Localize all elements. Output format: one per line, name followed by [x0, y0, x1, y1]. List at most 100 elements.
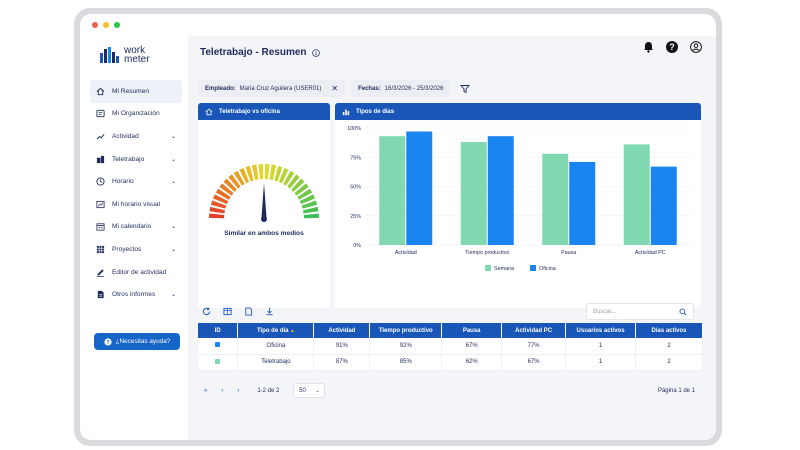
- search-input[interactable]: Buscar...: [593, 308, 617, 315]
- prev-page-button[interactable]: ‹: [221, 387, 224, 394]
- bar-oficina-1[interactable]: [487, 136, 514, 245]
- gauge-segment: [219, 183, 234, 196]
- schedule-chart-icon: [96, 200, 105, 209]
- chevron-down-icon[interactable]: ⌄: [170, 246, 176, 253]
- column-header[interactable]: Tiempo productivo: [369, 323, 443, 338]
- column-header[interactable]: Actividad PC: [501, 323, 567, 338]
- x-tick-label: Tiempo productivo: [465, 250, 509, 256]
- employee-filter-chip[interactable]: Empleado: Maria Cruz Aguilera (USER01) ✕: [198, 80, 346, 97]
- legend-label-semana[interactable]: Semana: [494, 266, 514, 272]
- document-icon[interactable]: [244, 307, 253, 316]
- table-cell: 2: [635, 338, 703, 355]
- header-actions: ?: [643, 41, 702, 53]
- table-cell: 67%: [441, 338, 503, 355]
- bar-semana-2[interactable]: [542, 153, 569, 245]
- sidebar-item-mi-organización[interactable]: Mi Organización: [90, 103, 182, 126]
- bell-icon[interactable]: [643, 41, 654, 53]
- bar-oficina-3[interactable]: [650, 166, 677, 245]
- bar-semana-1[interactable]: [460, 142, 487, 245]
- grid-icon: [96, 245, 105, 254]
- gauge-segment: [297, 188, 313, 200]
- column-header[interactable]: Días activos: [635, 323, 703, 338]
- sidebar-nav: Mi Resumen Mi Organización Actividad ⌄ Telet…: [90, 80, 182, 306]
- brand-logo[interactable]: work meter: [100, 46, 150, 65]
- table-cell: 87%: [313, 354, 371, 371]
- sidebar-item-mi-calendario[interactable]: Mi calendario ⌄: [90, 216, 182, 239]
- user-account-icon[interactable]: [690, 41, 702, 53]
- search-box[interactable]: Buscar...: [586, 303, 694, 320]
- column-header[interactable]: Tipo de día ▲: [237, 323, 315, 338]
- main-content: Teletrabajo - Resumen ?: [188, 36, 716, 440]
- sidebar-item-mi-resumen[interactable]: Mi Resumen: [90, 80, 182, 103]
- y-tick-label: 25%: [350, 214, 361, 220]
- x-tick-label: Actividad: [395, 250, 417, 256]
- legend-label-oficina[interactable]: Oficina: [539, 266, 556, 272]
- dates-filter-key: Fechas:: [358, 85, 381, 92]
- dates-filter-chip[interactable]: Fechas: 16/3/2026 - 25/3/2026: [351, 80, 451, 97]
- gauge-segment: [299, 194, 316, 205]
- table-cell: 2: [635, 354, 703, 371]
- sidebar-item-horario[interactable]: Horario ⌄: [90, 170, 182, 193]
- column-header[interactable]: Actividad: [313, 323, 371, 338]
- legend-swatch-semana[interactable]: [485, 265, 491, 271]
- help-button[interactable]: ? ¿Necesitas ayuda?: [94, 333, 180, 350]
- minimize-window-dot[interactable]: [103, 22, 109, 28]
- chevron-down-icon[interactable]: ⌄: [170, 133, 176, 140]
- sidebar-item-mi-horario-visual[interactable]: Mi horario visual: [90, 193, 182, 216]
- table-row[interactable]: Teletrabajo 87% 85% 62% 67% 1 2: [198, 354, 703, 371]
- page-info: Página 1 de 1: [657, 387, 695, 394]
- gauge-segment: [291, 178, 305, 192]
- table-cell: Teletrabajo: [237, 354, 315, 371]
- next-page-button[interactable]: ›: [237, 387, 240, 394]
- maximize-window-dot[interactable]: [114, 22, 120, 28]
- sidebar-item-label: Horario: [112, 178, 134, 186]
- column-header[interactable]: ID: [198, 323, 239, 338]
- download-icon[interactable]: [265, 307, 274, 316]
- column-header-label: ID: [214, 327, 221, 334]
- table-cell: 1: [565, 338, 637, 355]
- chevron-down-icon[interactable]: ⌄: [170, 156, 176, 163]
- gauge-segment: [274, 165, 283, 182]
- table-row[interactable]: Oficina 91% 92% 67% 77% 1 2: [198, 338, 703, 355]
- page-size-select[interactable]: 50 ⌄: [293, 383, 326, 398]
- chevron-down-icon[interactable]: ⌄: [170, 292, 176, 299]
- legend-swatch-oficina[interactable]: [530, 265, 536, 271]
- gauge-segment: [283, 170, 295, 186]
- bar-semana-3[interactable]: [623, 144, 650, 245]
- close-window-dot[interactable]: [92, 22, 98, 28]
- page-title-text: Teletrabajo - Resumen: [200, 47, 307, 58]
- sidebar-item-editor-de-actividad[interactable]: Editor de actividad: [90, 261, 182, 284]
- close-icon[interactable]: ✕: [331, 84, 339, 93]
- bar-oficina-2[interactable]: [569, 161, 596, 245]
- sidebar-item-teletrabajo[interactable]: Teletrabajo ⌄: [90, 148, 182, 171]
- sidebar-item-label: Actividad: [112, 132, 139, 140]
- bar-semana-0[interactable]: [379, 136, 406, 245]
- table-columns-icon[interactable]: [223, 307, 232, 316]
- refresh-icon[interactable]: [202, 307, 211, 316]
- sidebar-item-label: Mi horario visual: [112, 200, 161, 208]
- chevron-down-icon[interactable]: ⌄: [170, 179, 176, 186]
- y-tick-label: 75%: [350, 155, 361, 161]
- brand-text: work meter: [124, 46, 150, 65]
- telework-vs-office-title: Teletrabajo vs oficina: [219, 108, 280, 115]
- help-circle-icon[interactable]: ?: [666, 41, 678, 53]
- sidebar-item-label: Proyectos: [112, 245, 142, 253]
- sort-ascending-icon[interactable]: ▲: [288, 327, 295, 334]
- employee-filter-value: Maria Cruz Aguilera (USER01): [239, 85, 322, 92]
- gauge-segment: [245, 165, 254, 182]
- info-icon[interactable]: [311, 48, 320, 57]
- column-header-label: Actividad: [328, 327, 356, 334]
- filter-funnel-icon[interactable]: [460, 84, 471, 94]
- row-color-swatch: [215, 342, 221, 348]
- chevron-down-icon[interactable]: ⌄: [170, 224, 176, 231]
- sidebar-item-proyectos[interactable]: Proyectos ⌄: [90, 238, 182, 261]
- first-page-button[interactable]: «: [204, 387, 208, 394]
- bar-oficina-0[interactable]: [406, 131, 433, 245]
- search-icon[interactable]: [679, 308, 687, 316]
- gauge-segment: [303, 213, 319, 219]
- sidebar-item-actividad[interactable]: Actividad ⌄: [90, 125, 182, 148]
- column-header[interactable]: Usuarios activos: [565, 323, 637, 338]
- home-icon: [205, 108, 213, 115]
- column-header[interactable]: Pausa: [441, 323, 503, 338]
- sidebar-item-otros-informes[interactable]: Otros informes ⌄: [90, 283, 182, 306]
